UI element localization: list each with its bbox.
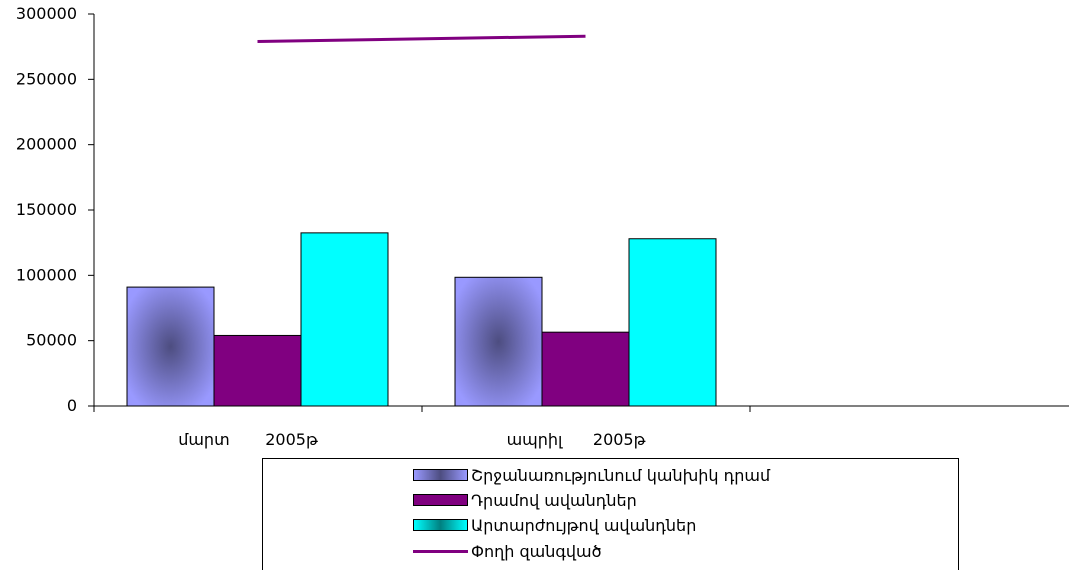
y-tick-label: 0 [67,396,77,415]
legend-key-dram-deposits [413,494,468,506]
legend-label-dram-deposits: Դրամով ավանդներ [471,490,637,510]
x-tick-label: ապրիլ 2005թ [507,430,646,449]
legend-item-dram-deposits: Դրամով ավանդներ [413,488,637,512]
bar [213,334,302,407]
y-tick-label: 300000 [16,4,77,23]
bar [126,286,215,407]
legend-label-money-supply: Փողի զանգված [471,541,602,561]
bar [454,276,543,407]
legend-key-money-supply [413,549,468,553]
legend-item-fx-deposits: Արտարժույթով ավանդներ [413,513,696,537]
y-tick-label: 200000 [16,135,77,154]
line-series [257,34,586,43]
x-tick-label: մարտ 2005թ [178,430,318,449]
legend-item-money-supply: Փողի զանգված [413,539,602,563]
legend-label-cash: Շրջանառությունում կանխիկ դրամ [471,465,771,485]
y-tick-label: 100000 [16,265,77,284]
legend-key-fx-deposits [413,519,468,531]
bar [628,238,717,407]
y-tick-label: 50000 [26,331,77,350]
legend-label-fx-deposits: Արտարժույթով ավանդներ [471,515,697,535]
bar [300,232,389,407]
y-tick-label: 250000 [16,69,77,88]
chart-legend: Շրջանառությունում կանխիկ դրամ Դրամով ավա… [262,458,959,570]
y-tick-label: 150000 [16,200,77,219]
bar [541,331,630,407]
legend-item-cash: Շրջանառությունում կանխիկ դրամ [413,463,770,487]
legend-key-cash [413,469,468,481]
